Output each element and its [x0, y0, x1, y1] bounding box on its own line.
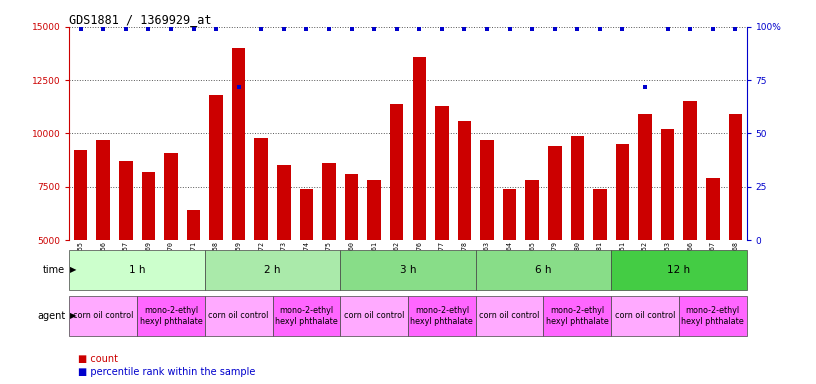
Bar — [340, 296, 408, 336]
Bar — [611, 250, 747, 290]
Bar — [345, 174, 358, 346]
Bar — [96, 140, 110, 346]
Text: 3 h: 3 h — [400, 265, 416, 275]
Bar — [69, 296, 137, 336]
Bar — [684, 101, 697, 346]
Bar — [593, 189, 606, 346]
Bar — [503, 189, 517, 346]
Text: mono-2-ethyl
hexyl phthalate: mono-2-ethyl hexyl phthalate — [681, 306, 744, 326]
Text: mono-2-ethyl
hexyl phthalate: mono-2-ethyl hexyl phthalate — [275, 306, 338, 326]
Bar — [616, 144, 629, 346]
Bar — [679, 296, 747, 336]
Bar — [638, 114, 652, 346]
Bar — [729, 114, 742, 346]
Bar — [69, 250, 205, 290]
Text: mono-2-ethyl
hexyl phthalate: mono-2-ethyl hexyl phthalate — [546, 306, 609, 326]
Text: mono-2-ethyl
hexyl phthalate: mono-2-ethyl hexyl phthalate — [140, 306, 202, 326]
Bar — [255, 138, 268, 346]
Bar — [210, 95, 223, 346]
Text: ▶: ▶ — [70, 265, 77, 274]
Bar — [142, 172, 155, 346]
Bar — [476, 250, 611, 290]
Text: mono-2-ethyl
hexyl phthalate: mono-2-ethyl hexyl phthalate — [410, 306, 473, 326]
Bar — [187, 210, 200, 346]
Text: 6 h: 6 h — [535, 265, 552, 275]
Bar — [543, 296, 611, 336]
Bar — [277, 166, 290, 346]
Bar — [413, 57, 426, 346]
Text: GDS1881 / 1369929_at: GDS1881 / 1369929_at — [69, 13, 212, 26]
Text: 1 h: 1 h — [129, 265, 145, 275]
Text: ■ percentile rank within the sample: ■ percentile rank within the sample — [78, 367, 255, 377]
Text: time: time — [43, 265, 65, 275]
Bar — [481, 140, 494, 346]
Bar — [408, 296, 476, 336]
Bar — [232, 48, 246, 346]
Text: corn oil control: corn oil control — [209, 311, 268, 320]
Bar — [548, 146, 561, 346]
Text: corn oil control: corn oil control — [615, 311, 675, 320]
Text: corn oil control: corn oil control — [344, 311, 404, 320]
Text: 2 h: 2 h — [264, 265, 281, 275]
Bar — [205, 250, 340, 290]
Bar — [611, 296, 679, 336]
Bar — [74, 151, 87, 346]
Bar — [570, 136, 584, 346]
Text: ▶: ▶ — [70, 311, 77, 320]
Bar — [340, 250, 476, 290]
Bar — [137, 296, 205, 336]
Bar — [367, 180, 381, 346]
Bar — [390, 104, 403, 346]
Text: ■ count: ■ count — [78, 354, 118, 364]
Text: corn oil control: corn oil control — [480, 311, 539, 320]
Bar — [273, 296, 340, 336]
Bar — [435, 106, 449, 346]
Bar — [476, 296, 543, 336]
Bar — [458, 121, 471, 346]
Bar — [119, 161, 132, 346]
Bar — [164, 152, 178, 346]
Bar — [205, 296, 273, 336]
Text: 12 h: 12 h — [667, 265, 690, 275]
Bar — [526, 180, 539, 346]
Text: corn oil control: corn oil control — [73, 311, 133, 320]
Text: agent: agent — [37, 311, 65, 321]
Bar — [322, 163, 335, 346]
Bar — [299, 189, 313, 346]
Bar — [706, 178, 720, 346]
Bar — [661, 129, 674, 346]
